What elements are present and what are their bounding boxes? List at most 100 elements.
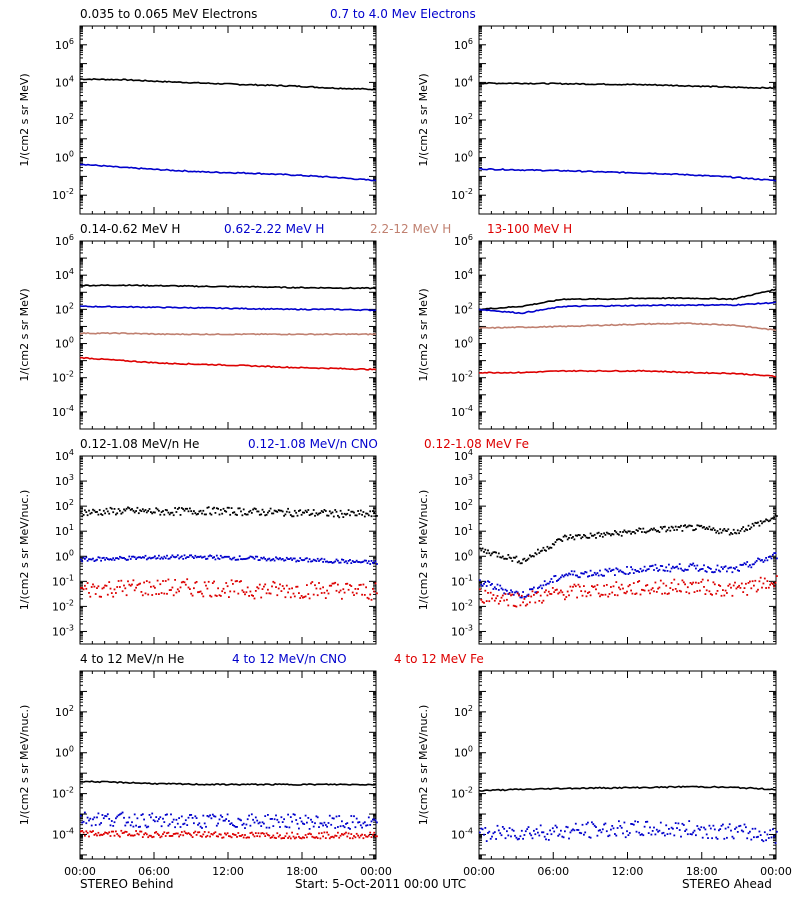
data-point — [646, 568, 649, 571]
data-point — [649, 529, 651, 532]
legend-heavy-high-2: 4 to 12 MeV Fe — [394, 652, 484, 666]
data-point — [611, 569, 614, 571]
data-point — [293, 595, 296, 598]
data-point — [557, 538, 560, 541]
data-point — [295, 560, 298, 563]
data-point — [732, 584, 735, 587]
x-tick-label: 00:00 — [760, 865, 792, 878]
data-point — [751, 580, 754, 583]
data-point — [195, 834, 198, 836]
data-point — [84, 509, 86, 512]
data-point — [129, 834, 132, 837]
data-point — [545, 583, 547, 586]
data-point — [481, 601, 484, 603]
data-point — [605, 569, 608, 572]
data-point — [90, 824, 93, 827]
data-point — [234, 834, 237, 836]
data-point — [522, 837, 524, 840]
data-point — [715, 531, 718, 534]
data-point — [766, 519, 769, 522]
data-point — [668, 828, 670, 830]
data-point — [151, 812, 154, 815]
data-point — [164, 509, 167, 511]
data-point — [236, 580, 238, 582]
series-heavy-low-ahead-0 — [479, 513, 778, 565]
data-point — [745, 582, 747, 585]
data-point — [240, 819, 242, 822]
data-point — [484, 548, 487, 551]
footer-left: STEREO Behind — [80, 877, 174, 891]
data-point — [353, 594, 355, 596]
data-point — [558, 833, 561, 836]
data-point — [583, 833, 585, 836]
data-point — [724, 529, 727, 532]
data-point — [515, 836, 518, 839]
data-point — [189, 554, 191, 557]
data-point — [642, 527, 645, 530]
data-point — [731, 533, 734, 535]
data-point — [545, 549, 547, 552]
data-point — [597, 531, 600, 534]
data-point — [370, 598, 373, 601]
data-point — [527, 826, 530, 828]
data-point — [254, 816, 257, 819]
data-point — [704, 570, 707, 572]
data-point — [277, 835, 280, 838]
data-point — [249, 832, 252, 834]
data-point — [250, 512, 253, 514]
data-point — [198, 822, 201, 825]
data-point — [682, 525, 685, 527]
data-point — [593, 533, 596, 536]
data-point — [326, 560, 328, 563]
data-point — [132, 579, 135, 582]
data-point — [530, 588, 533, 591]
data-point — [205, 558, 207, 560]
data-point — [101, 557, 104, 559]
data-point — [370, 820, 373, 823]
data-point — [535, 553, 538, 556]
data-point — [512, 556, 515, 559]
data-point — [657, 570, 659, 572]
data-point — [707, 579, 709, 582]
data-point — [691, 525, 693, 527]
data-point — [650, 588, 653, 591]
data-point — [194, 815, 197, 818]
data-point — [272, 825, 275, 827]
data-point — [159, 836, 162, 839]
data-point — [772, 828, 774, 831]
data-point — [612, 827, 615, 830]
data-point — [260, 832, 263, 835]
data-point — [147, 593, 150, 596]
data-point — [726, 530, 728, 532]
data-point — [595, 573, 597, 576]
data-point — [569, 573, 572, 576]
data-point — [770, 836, 773, 839]
data-point — [731, 594, 734, 597]
data-point — [599, 535, 601, 537]
y-axis-label: 1/(cm2 s sr MeV/nuc.) — [417, 705, 430, 826]
data-point — [522, 601, 524, 604]
data-point — [753, 563, 755, 566]
data-point — [600, 831, 603, 834]
data-point — [770, 582, 773, 584]
data-point — [206, 815, 209, 817]
data-point — [104, 512, 106, 515]
data-point — [506, 830, 508, 833]
data-point — [159, 583, 162, 586]
data-point — [580, 590, 583, 592]
series-heavy-high-behind-2 — [80, 829, 378, 840]
data-point — [124, 558, 127, 560]
data-point — [588, 591, 591, 593]
data-point — [229, 835, 232, 838]
y-tick-label: 104 — [55, 267, 74, 282]
data-point — [749, 528, 751, 530]
data-point — [743, 587, 746, 589]
data-point — [508, 556, 511, 559]
data-point — [483, 601, 485, 604]
data-point — [203, 822, 206, 825]
data-point — [307, 833, 310, 835]
data-point — [769, 519, 772, 522]
data-point — [127, 821, 129, 824]
data-point — [132, 834, 135, 837]
data-point — [355, 817, 358, 820]
